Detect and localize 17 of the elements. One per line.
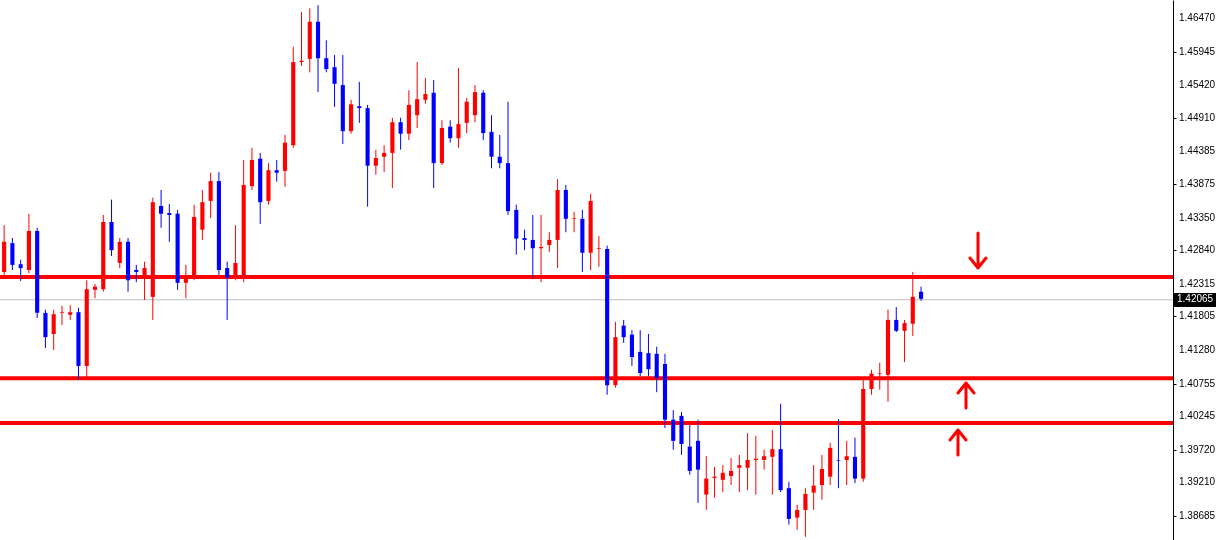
y-tick-label: 1.41805 bbox=[1179, 310, 1216, 322]
y-tick-label: 1.45945 bbox=[1179, 45, 1216, 57]
y-tick-label: 1.41280 bbox=[1179, 343, 1216, 355]
y-tick-label: 1.43350 bbox=[1179, 211, 1216, 223]
y-tick-label: 1.43875 bbox=[1179, 177, 1216, 189]
ref-line-label: 1.42065 bbox=[1174, 292, 1217, 307]
y-tick-label: 1.40245 bbox=[1179, 410, 1216, 422]
y-tick-label: 1.39210 bbox=[1179, 476, 1216, 488]
y-tick-label: 1.38685 bbox=[1179, 510, 1216, 522]
y-tick-label: 1.45420 bbox=[1179, 79, 1216, 91]
y-tick-label: 1.40755 bbox=[1179, 377, 1216, 389]
y-tick-label: 1.39720 bbox=[1179, 443, 1216, 455]
y-tick-label: 1.42315 bbox=[1179, 277, 1216, 289]
y-tick-label: 1.44910 bbox=[1179, 111, 1216, 123]
y-tick-label: 1.42840 bbox=[1179, 244, 1216, 256]
y-tick-label: 1.44385 bbox=[1179, 145, 1216, 157]
y-tick-label: 1.46470 bbox=[1179, 11, 1216, 23]
